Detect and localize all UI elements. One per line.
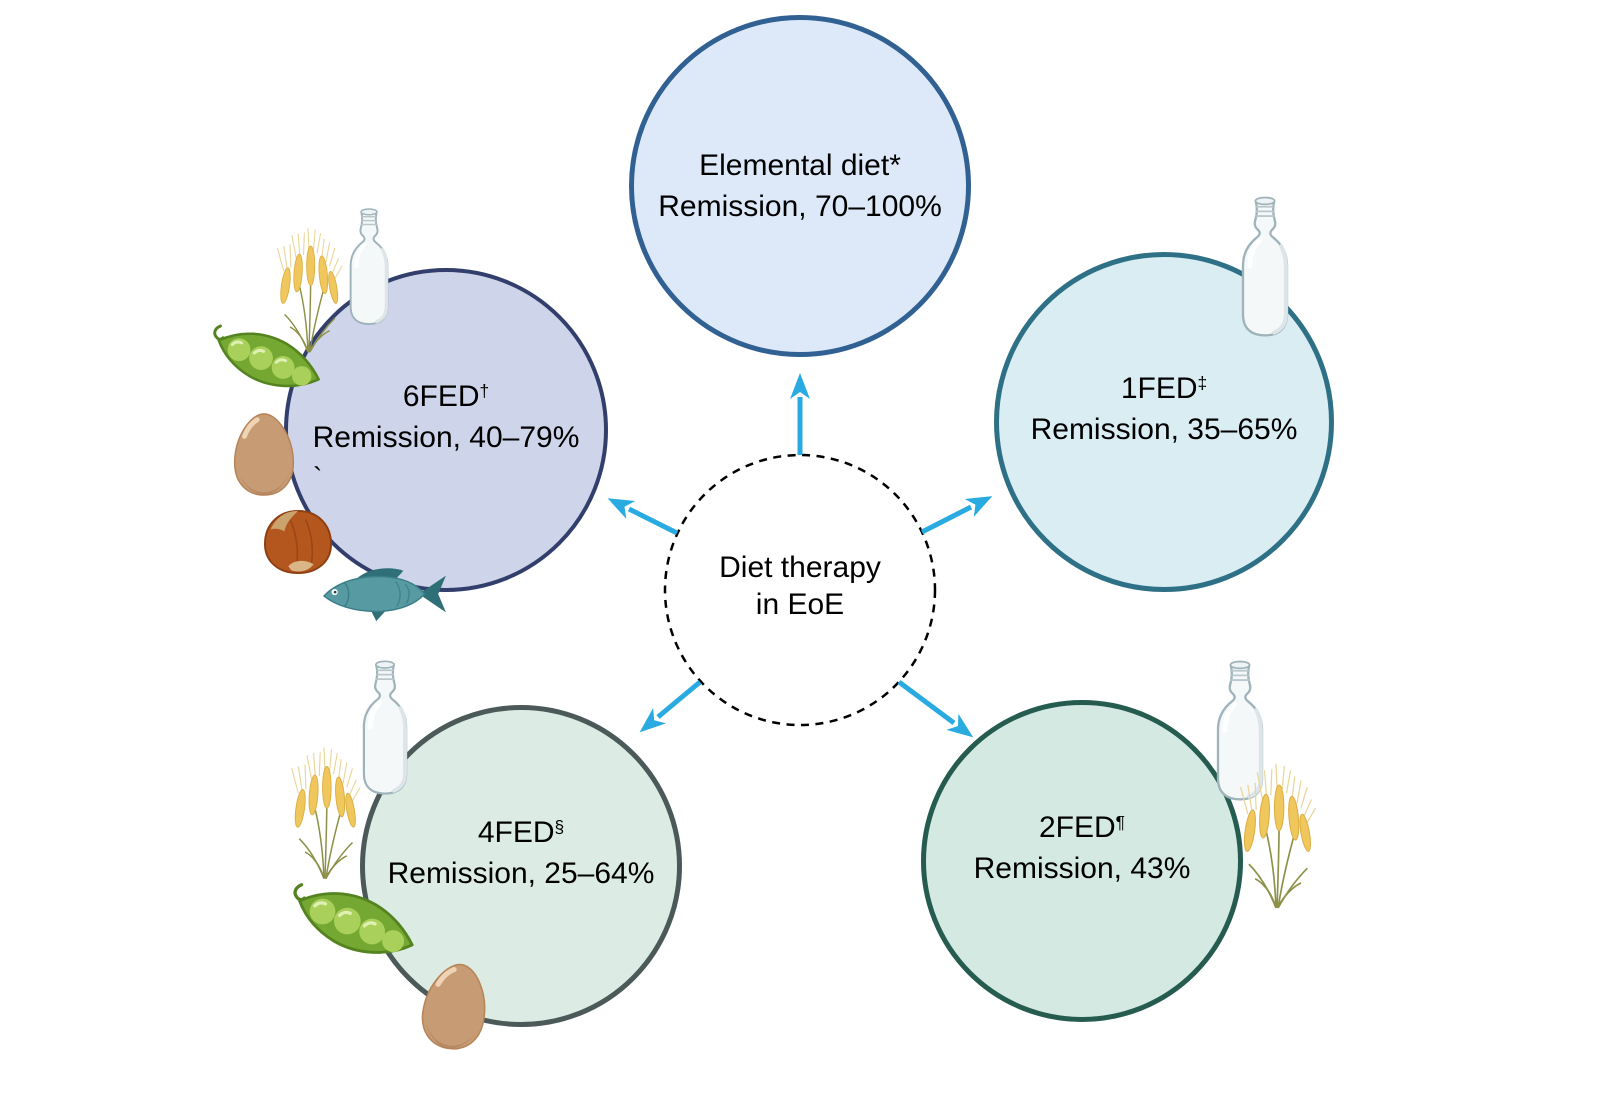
node-label: 4FED§ (388, 814, 655, 855)
node-label: 2FED¶ (974, 809, 1191, 850)
egg-icon (227, 410, 301, 498)
node-remission: Remission, 70–100% (658, 189, 942, 223)
center-hub-line1: Diet therapy (719, 551, 881, 584)
node-footnote-symbol: ¶ (1115, 812, 1125, 833)
milk-bottle-icon (1230, 194, 1300, 340)
center-hub-label: Diet therapy in EoE (660, 549, 940, 623)
node-circle-6fed: 6FED† Remission, 40–79% (284, 268, 608, 592)
arrow-to-1fed (920, 496, 993, 535)
center-circle-outline (663, 453, 937, 727)
node-footnote-symbol: † (479, 381, 490, 402)
node-circle-elemental-diet: Elemental diet* Remission, 70–100% (629, 15, 971, 357)
node-text-elemental-diet: Elemental diet* Remission, 70–100% (658, 147, 942, 226)
node-circle-4fed: 4FED§ Remission, 25–64% (360, 705, 682, 1027)
soybean-pod-icon (212, 322, 322, 396)
node-remission: Remission, 35–65% (1030, 412, 1298, 446)
fish-icon (320, 564, 448, 624)
node-text-1fed: 1FED‡ Remission, 35–65% (1031, 370, 1298, 475)
node-remission: Remission, 43% (973, 851, 1191, 885)
node-label-text: 4FED (477, 815, 555, 849)
center-hub-line2: in EoE (755, 588, 845, 621)
stray-mark: ` (313, 462, 323, 493)
wheat-icon (1234, 764, 1318, 910)
milk-bottle-icon (340, 205, 398, 329)
node-label-text: 2FED (1038, 810, 1116, 844)
node-label: 1FED‡ (1031, 370, 1298, 411)
node-label: 6FED† (313, 378, 580, 419)
egg-icon (411, 954, 500, 1057)
node-text-4fed: 4FED§ Remission, 25–64% (388, 814, 655, 919)
node-text-2fed: 2FED¶ Remission, 43% (974, 809, 1191, 914)
wheat-icon (286, 742, 362, 886)
node-label: Elemental diet* (658, 147, 942, 188)
node-text-6fed: 6FED† Remission, 40–79% (313, 378, 580, 483)
node-footnote-symbol: § (554, 817, 565, 838)
arrow-to-4fed (639, 680, 702, 733)
node-label-text: 1FED (1120, 371, 1198, 405)
node-circle-2fed: 2FED¶ Remission, 43% (921, 700, 1243, 1022)
node-label-text: Elemental diet* (699, 148, 901, 182)
node-remission: Remission, 25–64% (387, 856, 655, 890)
arrow-to-2fed (897, 679, 974, 738)
node-remission: Remission, 40–79% (312, 420, 580, 454)
arrow-to-6fed (607, 498, 679, 536)
soybean-pod-icon (292, 878, 416, 966)
node-footnote-symbol: ‡ (1197, 373, 1208, 394)
node-label-text: 6FED (402, 379, 480, 413)
